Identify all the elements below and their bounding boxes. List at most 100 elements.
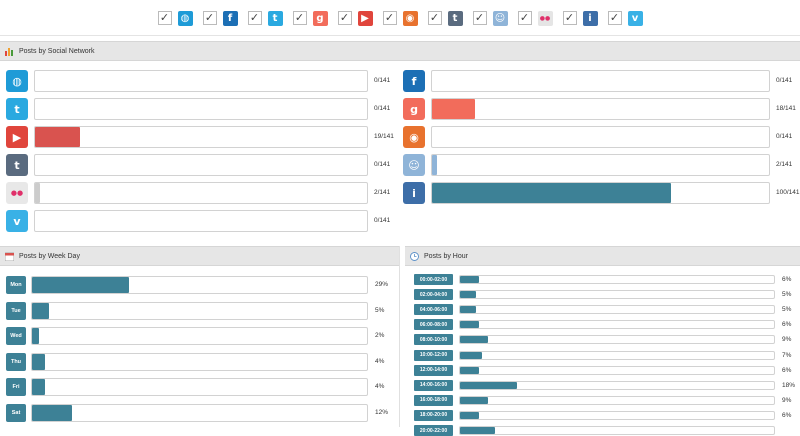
hour-percent: 6% <box>782 366 792 374</box>
progress-track <box>431 98 770 120</box>
progress-track <box>459 426 775 435</box>
weekday-label: Fri <box>6 378 26 396</box>
filter-checkbox[interactable]: ✓ <box>472 11 487 25</box>
filter-checkbox[interactable]: ✓ <box>427 11 442 25</box>
post-count: 0/141 <box>776 133 793 140</box>
hour-range-label: 00:00-02:00 <box>414 274 453 285</box>
filter-checkbox[interactable]: ✓ <box>562 11 577 25</box>
weekday-row-sat: Sat 12% <box>6 403 396 422</box>
hour-range-label: 16:00-18:00 <box>414 394 453 406</box>
weekday-percent: 4% <box>375 357 385 365</box>
progress-track <box>459 380 775 390</box>
filter-checkbox[interactable]: ✓ <box>517 11 532 25</box>
progress-track <box>459 290 775 300</box>
twitter-icon: t <box>6 98 28 120</box>
progress-track <box>31 276 368 294</box>
filter-web[interactable]: ✓ ◍ <box>157 10 193 26</box>
network-row-tumblr: t 0/141 <box>6 154 396 176</box>
progress-track <box>431 182 770 204</box>
hour-range-label: 08:00-10:00 <box>414 334 453 346</box>
filter-google-plus[interactable]: ✓ g <box>292 10 328 26</box>
progress-track <box>31 378 368 396</box>
facebook-icon: f <box>222 10 238 26</box>
filter-checkbox[interactable]: ✓ <box>157 11 172 25</box>
post-count: 0/141 <box>374 105 391 112</box>
vimeo-icon: v <box>6 210 28 232</box>
filter-checkbox[interactable]: ✓ <box>202 11 217 25</box>
filter-checkbox[interactable]: ✓ <box>382 11 397 25</box>
post-count: 0/141 <box>374 217 391 224</box>
post-count: 100/141 <box>776 189 800 196</box>
weekday-label: Thu <box>6 352 26 371</box>
filter-checkbox[interactable]: ✓ <box>337 11 352 25</box>
weekday-row-wed: Wed 2% <box>6 327 396 345</box>
progress-track <box>34 70 368 92</box>
filter-facebook[interactable]: ✓ f <box>202 10 238 26</box>
hour-range-label: 06:00-08:00 <box>414 319 453 331</box>
hour-row: 16:00-18:00 9% <box>414 394 798 406</box>
hour-range-label: 10:00-12:00 <box>414 349 453 361</box>
filter-twitter[interactable]: ✓ t <box>247 10 283 26</box>
post-count: 0/141 <box>374 161 391 168</box>
hour-percent: 6% <box>782 276 792 283</box>
filter-reddit[interactable]: ✓ ☺ <box>472 10 508 26</box>
google-plus-icon: g <box>403 98 425 120</box>
hour-row: 18:00-20:00 6% <box>414 409 798 421</box>
progress-track <box>34 154 368 176</box>
progress-fill <box>432 155 437 175</box>
blogger-icon: ◉ <box>402 10 418 26</box>
filter-blogger[interactable]: ✓ ◉ <box>382 10 418 26</box>
progress-fill <box>32 277 130 293</box>
filter-checkbox[interactable]: ✓ <box>247 11 262 25</box>
hour-row: 04:00-06:00 5% <box>414 304 798 316</box>
hour-row: 14:00-16:00 18% <box>414 379 798 391</box>
weekday-row-tue: Tue 5% <box>6 301 396 320</box>
progress-fill <box>32 379 46 395</box>
blogger-icon: ◉ <box>403 126 425 148</box>
weekday-label: Sat <box>6 403 26 422</box>
hour-row: 00:00-02:00 6% <box>414 274 798 285</box>
web-icon: ◍ <box>6 70 28 92</box>
weekday-label: Tue <box>6 301 26 320</box>
hour-percent: 5% <box>782 306 792 314</box>
progress-fill <box>460 366 479 374</box>
progress-track <box>431 70 770 92</box>
hour-row: 12:00-14:00 6% <box>414 364 798 376</box>
filter-youtube[interactable]: ✓ ▶ <box>337 10 373 26</box>
progress-fill <box>460 336 489 344</box>
filter-flickr[interactable]: ✓ ●● <box>517 10 553 26</box>
google-plus-icon: g <box>312 10 328 26</box>
progress-track <box>31 327 368 345</box>
vimeo-icon: v <box>627 10 643 26</box>
filter-instapaper[interactable]: ✓ i <box>562 10 598 26</box>
progress-track <box>459 320 775 330</box>
reddit-icon: ☺ <box>403 154 425 176</box>
progress-fill <box>35 127 80 147</box>
post-count: 19/141 <box>374 133 394 140</box>
weekday-row-thu: Thu 4% <box>6 352 396 371</box>
progress-track <box>34 98 368 120</box>
weekday-percent: 4% <box>375 383 385 390</box>
filter-checkbox[interactable]: ✓ <box>292 11 307 25</box>
facebook-icon: f <box>403 70 425 92</box>
hour-range-label: 14:00-16:00 <box>414 379 453 391</box>
hour-percent: 6% <box>782 321 792 329</box>
progress-fill <box>432 99 476 119</box>
hour-percent: 5% <box>782 291 792 299</box>
hour-row: 10:00-12:00 7% <box>414 349 798 361</box>
weekday-label: Mon <box>6 276 26 294</box>
progress-track <box>31 352 368 371</box>
weekday-row-mon: Mon 29% <box>6 276 396 294</box>
progress-track <box>459 365 775 375</box>
twitter-icon: t <box>267 10 283 26</box>
flickr-icon: ●● <box>537 10 553 26</box>
progress-fill <box>460 427 495 434</box>
filter-vimeo[interactable]: ✓ v <box>607 10 643 26</box>
filter-tumblr[interactable]: ✓ t <box>427 10 463 26</box>
divider <box>0 35 800 36</box>
progress-track <box>459 350 775 360</box>
filter-checkbox[interactable]: ✓ <box>607 11 622 25</box>
bar-chart-icon <box>5 47 14 56</box>
weekday-percent: 5% <box>375 306 385 314</box>
progress-track <box>34 210 368 232</box>
